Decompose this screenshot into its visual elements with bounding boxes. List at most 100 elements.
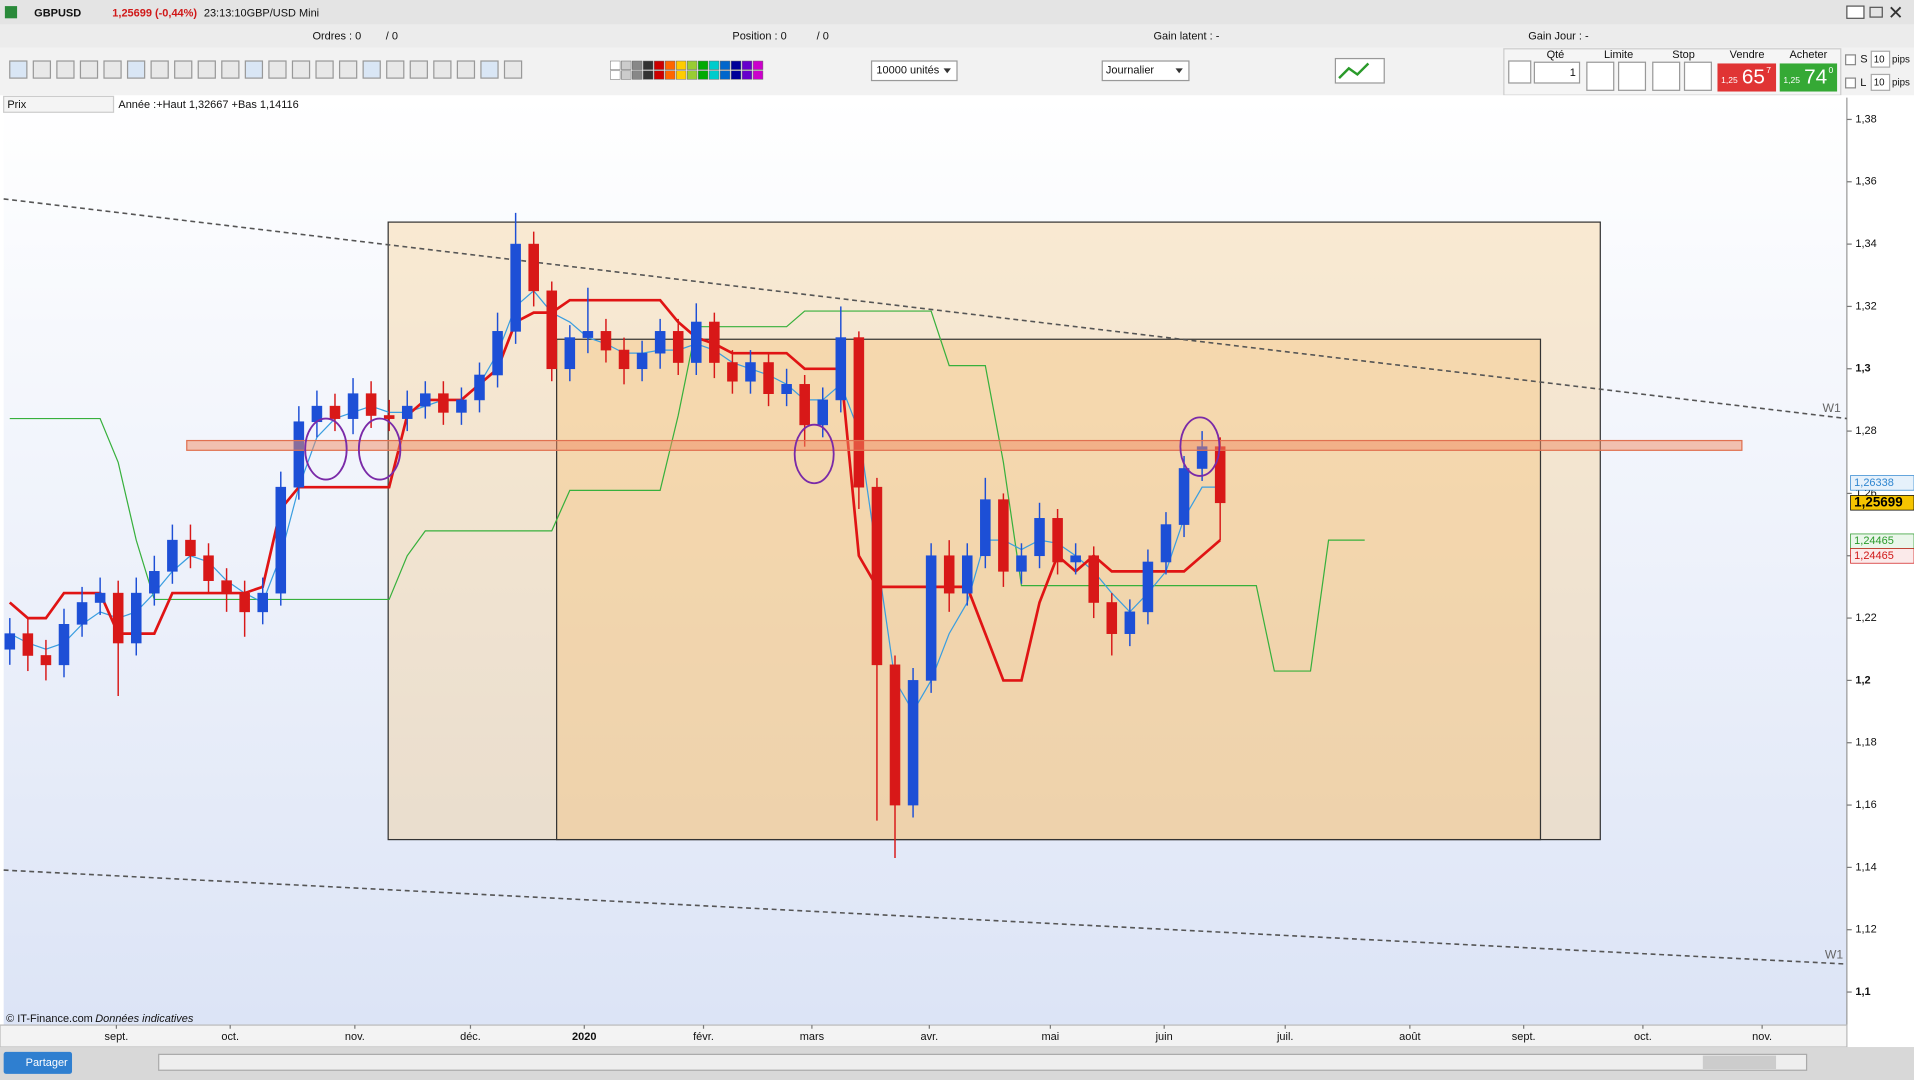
color-swatch[interactable] [708, 70, 720, 80]
color-swatch[interactable] [752, 70, 764, 80]
tool-button[interactable] [456, 60, 476, 79]
win-menu[interactable] [1846, 5, 1865, 19]
color-swatch[interactable] [741, 60, 753, 70]
color-swatch[interactable] [632, 60, 643, 70]
period-select[interactable] [1101, 60, 1190, 82]
tool-button[interactable] [409, 60, 428, 79]
tool-button[interactable] [174, 60, 193, 79]
candle-body [1088, 555, 1099, 603]
x-tick-label: oct. [221, 1031, 239, 1043]
units: 10000 unités [876, 65, 939, 77]
color-swatch[interactable] [643, 60, 654, 70]
sell-button[interactable] [1717, 63, 1777, 92]
resistance-zone[interactable] [186, 439, 1743, 451]
color-swatch[interactable] [654, 70, 665, 80]
line-label: W1 [1822, 401, 1841, 415]
circle-mark[interactable] [304, 417, 348, 481]
share-button[interactable] [3, 1051, 73, 1074]
tool-button[interactable] [126, 60, 146, 79]
buy-button[interactable] [1779, 63, 1838, 92]
tool-button[interactable] [338, 60, 358, 79]
tool-button[interactable] [480, 60, 499, 79]
color-swatch[interactable] [719, 60, 731, 70]
tool-button[interactable] [56, 60, 75, 79]
color-swatch[interactable] [665, 70, 676, 80]
stop-sell[interactable] [1683, 61, 1712, 91]
color-swatch[interactable] [730, 60, 742, 70]
color-swatch[interactable] [610, 60, 621, 70]
tool-button[interactable] [150, 60, 169, 79]
candle-body [528, 243, 539, 292]
tool-button[interactable] [315, 60, 334, 79]
y-tick-label: 1,36 [1855, 176, 1876, 188]
candle-body [871, 486, 883, 666]
zone-box[interactable] [556, 338, 1542, 841]
color-swatch[interactable] [621, 70, 632, 80]
x-tick-label: avr. [920, 1031, 938, 1043]
tool-button[interactable] [32, 60, 52, 79]
tool-button[interactable] [291, 60, 311, 79]
tool-button[interactable] [503, 60, 523, 79]
color-swatch[interactable] [741, 70, 753, 80]
tool-button[interactable] [244, 60, 264, 79]
color-swatch[interactable] [697, 70, 709, 80]
color-swatch[interactable] [665, 60, 676, 70]
tool-button[interactable] [103, 60, 122, 79]
price-label-box [1850, 548, 1914, 564]
l-checkbox[interactable] [1845, 77, 1857, 89]
win-close[interactable] [1890, 6, 1902, 18]
color-swatch[interactable] [752, 60, 764, 70]
x-tick-label: 2020 [572, 1031, 596, 1043]
candle-body [763, 362, 774, 394]
color-swatch[interactable] [621, 60, 632, 70]
line-label: W1 [1825, 948, 1844, 962]
candle-body [672, 331, 684, 363]
units-select[interactable] [870, 60, 958, 82]
trend-line[interactable] [3, 198, 1847, 420]
l-input[interactable] [1870, 73, 1891, 91]
tool-button[interactable] [433, 60, 452, 79]
tool-button[interactable] [79, 60, 99, 79]
tool-button[interactable] [221, 60, 240, 79]
limit-sell[interactable] [1617, 61, 1647, 91]
tool-button[interactable] [197, 60, 216, 79]
color-swatch[interactable] [719, 70, 731, 80]
scrollbar[interactable] [158, 1053, 1808, 1071]
candle-body [365, 393, 377, 416]
dropdown-arrow [1175, 68, 1183, 74]
color-swatch[interactable] [676, 60, 687, 70]
scroll-thumb[interactable] [1702, 1055, 1777, 1070]
s-input[interactable] [1870, 50, 1891, 68]
tool-button[interactable] [362, 60, 381, 79]
tool-button[interactable] [9, 60, 28, 79]
order-tool[interactable] [1508, 60, 1532, 84]
symbol[interactable]: GBPUSD [34, 7, 81, 19]
limit-buy[interactable] [1586, 61, 1615, 91]
x-tick-label: nov. [1752, 1031, 1772, 1043]
candle-body [130, 592, 142, 644]
stop-buy[interactable] [1652, 61, 1681, 91]
circle-mark[interactable] [1179, 416, 1221, 477]
color-swatch[interactable] [697, 60, 709, 70]
tool-button[interactable] [386, 60, 405, 79]
color-swatch[interactable] [643, 70, 654, 80]
qty-input[interactable] [1533, 61, 1581, 84]
zone-box[interactable] [387, 221, 1601, 841]
color-swatch[interactable] [686, 60, 698, 70]
color-swatch[interactable] [686, 70, 698, 80]
tool-button[interactable] [268, 60, 287, 79]
color-swatch[interactable] [632, 70, 643, 80]
candle-body [691, 321, 702, 363]
l-pips: 10 [1874, 78, 1885, 89]
color-swatch[interactable] [654, 60, 665, 70]
color-swatch[interactable] [730, 70, 742, 80]
color-swatch[interactable] [708, 60, 720, 70]
candle-body [112, 592, 124, 644]
color-swatch[interactable] [676, 70, 687, 80]
win-restore[interactable] [1869, 6, 1883, 18]
title-bar [0, 0, 1914, 25]
circle-mark[interactable] [357, 417, 402, 481]
color-swatch[interactable] [610, 70, 621, 80]
circle-mark[interactable] [793, 423, 835, 485]
s-checkbox[interactable] [1845, 54, 1857, 66]
